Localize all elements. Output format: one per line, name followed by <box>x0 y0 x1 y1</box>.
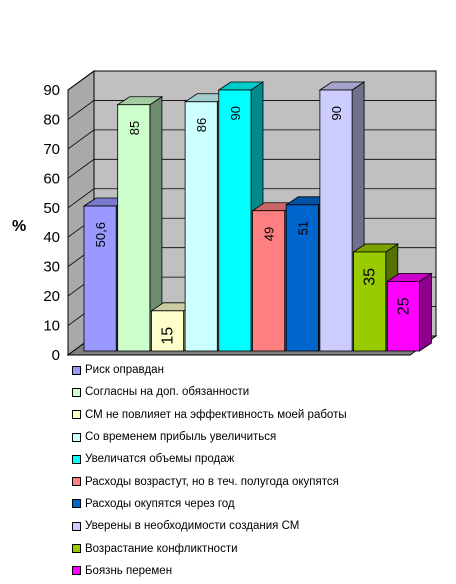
legend-label: Увеличатся объемы продаж <box>85 453 235 466</box>
legend-label: Согласны на доп. обязанности <box>85 386 250 399</box>
y-axis-ticks: 0 10 20 30 40 50 60 70 80 90 <box>43 82 60 364</box>
legend-item: Уверены в необходимости создания СМ <box>72 515 442 537</box>
bar-data-label: 86 <box>194 118 209 132</box>
legend-item: Согласны на доп. обязанности <box>72 381 442 403</box>
bar: 85 <box>116 95 164 352</box>
legend-item: Боязнь перемен <box>72 560 442 582</box>
y-tick-label: 50 <box>43 200 60 217</box>
bar-front <box>218 89 252 352</box>
legend-label: Расходы возрастут, но в теч. полугода ок… <box>85 475 339 488</box>
legend-label: Уверены в необходимости создания СМ <box>85 520 300 533</box>
legend-item: Увеличатся объемы продаж <box>72 448 442 470</box>
bar-front <box>285 204 319 352</box>
legend-label: Риск оправдан <box>85 364 164 377</box>
y-tick-label: 90 <box>43 82 60 99</box>
legend-swatch <box>72 410 81 420</box>
y-axis-label: % <box>12 218 26 235</box>
legend-item: Расходы окупятся через год <box>72 493 442 515</box>
chart-legend: Риск оправдан Согласны на доп. обязанност… <box>72 359 442 582</box>
bar-data-label: 49 <box>262 227 277 241</box>
bar-front <box>353 251 387 352</box>
y-tick-label: 80 <box>43 111 60 128</box>
legend-swatch <box>72 432 81 442</box>
legend-item: Со временем прибыль увеличиться <box>72 426 442 448</box>
y-tick-label: 10 <box>43 318 60 335</box>
y-tick-label: 30 <box>43 259 60 276</box>
legend-item: Риск оправдан <box>72 359 442 381</box>
legend-item: СМ не повлияет на эффективность моей раб… <box>72 404 442 426</box>
bar-front <box>150 310 184 352</box>
y-tick-label: 20 <box>43 288 60 305</box>
bar-front <box>117 104 151 352</box>
bar-data-label: 51 <box>295 221 310 235</box>
bar-front <box>386 280 420 352</box>
legend-swatch <box>72 477 81 487</box>
bar: 25 <box>385 272 433 352</box>
bar-data-label: 50,6 <box>93 222 108 247</box>
legend-label: Расходы окупятся через год <box>85 497 235 510</box>
bar-data-label: 85 <box>127 121 142 135</box>
gridline <box>67 70 436 91</box>
legend-swatch <box>72 544 81 554</box>
bar-front <box>319 89 353 352</box>
y-tick-label: 0 <box>52 347 60 364</box>
legend-swatch <box>72 365 81 375</box>
y-tick-label: 60 <box>43 170 60 187</box>
bar-data-label: 15 <box>160 327 177 345</box>
legend-swatch <box>72 387 81 397</box>
chart-bars: 50,6 85 15 86 90 49 51 90 35 25 <box>82 81 433 352</box>
bar-data-label: 25 <box>395 297 412 315</box>
bar-front <box>184 101 218 352</box>
bar-data-label: 90 <box>228 106 243 120</box>
legend-swatch <box>72 454 81 464</box>
bar: 90 <box>318 81 366 352</box>
legend-swatch <box>72 521 81 531</box>
bar-front <box>83 205 117 352</box>
legend-label: Возрастание конфликтности <box>85 542 238 555</box>
legend-swatch <box>72 499 81 509</box>
bar-data-label: 90 <box>329 106 344 120</box>
legend-swatch <box>72 566 81 576</box>
legend-label: Со временем прибыль увеличиться <box>85 431 277 444</box>
bar-side <box>419 272 432 352</box>
bar-front <box>252 210 286 352</box>
legend-item: Возрастание конфликтности <box>72 537 442 559</box>
legend-label: Боязнь перемен <box>85 564 173 577</box>
bar-data-label: 35 <box>362 268 379 286</box>
y-tick-label: 40 <box>43 229 60 246</box>
y-tick-label: 70 <box>43 141 60 158</box>
legend-label: СМ не повлияет на эффективность моей раб… <box>85 408 347 421</box>
legend-item: Расходы возрастут, но в теч. полугода ок… <box>72 470 442 492</box>
